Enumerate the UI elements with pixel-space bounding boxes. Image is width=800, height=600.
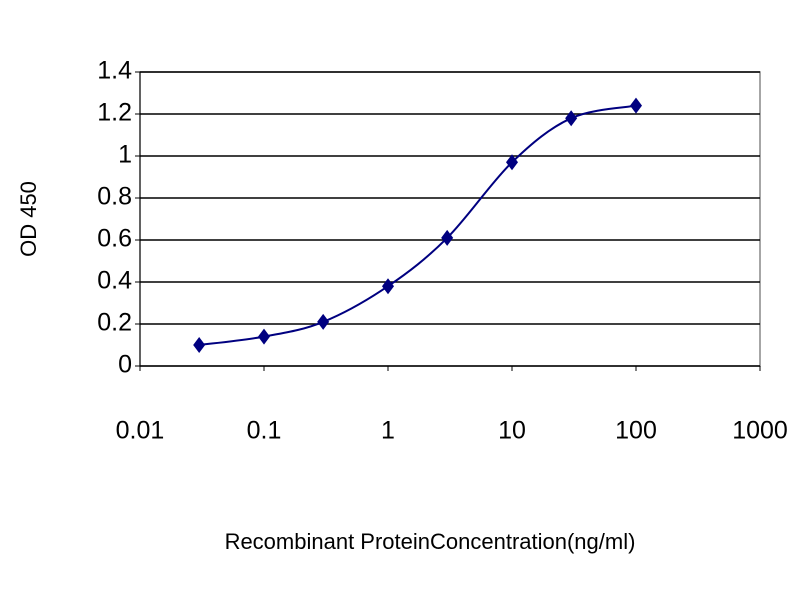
x-tick-label: 1000 xyxy=(732,417,788,445)
data-point xyxy=(258,328,270,345)
y-axis-title: OD 450 xyxy=(16,181,41,257)
y-tick-label: 0.2 xyxy=(97,309,132,337)
y-tick-label: 0.8 xyxy=(97,183,132,211)
y-tick-label: 0.6 xyxy=(97,225,132,253)
data-point xyxy=(382,278,394,295)
y-tick-label: 1.4 xyxy=(97,57,132,85)
data-point xyxy=(630,97,642,114)
data-point xyxy=(565,110,578,127)
x-tick-label: 100 xyxy=(615,417,657,445)
plot-area xyxy=(139,71,761,367)
y-tick-label: 0 xyxy=(118,351,132,379)
x-tick-label: 1 xyxy=(381,417,395,445)
data-point xyxy=(193,337,206,353)
data-line xyxy=(199,104,637,346)
x-axis-title: Recombinant ProteinConcentration(ng/ml) xyxy=(225,529,636,554)
y-tick-label: 1 xyxy=(118,141,132,169)
data-point xyxy=(441,229,454,246)
data-point xyxy=(506,154,518,171)
x-tick-label: 0.1 xyxy=(247,417,282,445)
data-point xyxy=(317,313,330,330)
x-tick-label: 10 xyxy=(498,417,526,445)
y-tick-label: 0.4 xyxy=(97,267,132,295)
x-tick-label: 0.01 xyxy=(116,417,165,445)
y-tick-label: 1.2 xyxy=(97,99,132,127)
